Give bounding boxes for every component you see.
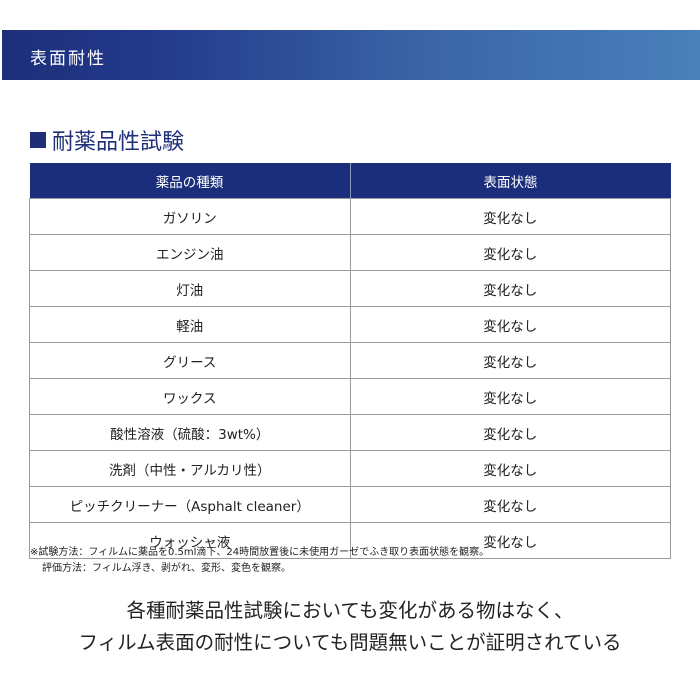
table-row: ピッチクリーナー（Asphalt cleaner） 変化なし [29,486,671,523]
table-row: グリース 変化なし [29,342,671,379]
surface-state-cell: 変化なし [349,306,671,343]
square-bullet-icon [30,132,46,148]
table-row: ウォッシャ液 変化なし [29,522,671,559]
conclusion-line-2: フィルム表面の耐性についても問題無いことが証明されている [78,631,622,654]
header-chemical: 薬品の種類 [29,163,351,199]
table-row: ガソリン 変化なし [29,198,671,235]
surface-state-cell: 変化なし [349,198,671,235]
surface-state-cell: 変化なし [349,414,671,451]
table-row: 洗剤（中性・アルカリ性） 変化なし [29,450,671,487]
table-row: エンジン油 変化なし [29,234,671,271]
section-title: 耐薬品性試験 [30,124,184,156]
chemical-cell: 酸性溶液（硫酸：3wt%） [29,414,351,451]
table-row: 灯油 変化なし [29,270,671,307]
surface-state-cell: 変化なし [349,270,671,307]
table-row: ワックス 変化なし [29,378,671,415]
chemical-resistance-table: 薬品の種類 表面状態 ガソリン 変化なし エンジン油 変化なし 灯油 変化なし 軽油 変化なし… [29,163,671,559]
surface-state-cell: 変化なし [349,522,671,559]
header-banner: 表面耐性 [2,30,700,80]
header-surface: 表面状態 [350,163,671,199]
chemical-cell: ワックス [29,378,351,415]
chemical-cell: 灯油 [29,270,351,307]
table-row: 酸性溶液（硫酸：3wt%） 変化なし [29,414,671,451]
table-row: 軽油 変化なし [29,306,671,343]
section-title-text: 耐薬品性試験 [52,130,185,155]
chemical-cell: ウォッシャ液 [29,522,351,559]
chemical-cell: 洗剤（中性・アルカリ性） [29,450,351,487]
conclusion-line-1: 各種耐薬品性試験においても変化がある物はなく、 [126,599,574,622]
surface-state-cell: 変化なし [349,234,671,271]
chemical-cell: ガソリン [29,198,351,235]
note-method: ※試験方法：フィルムに薬品を0.5ml滴下、24時間放置後に未使用ガーゼでふき取… [30,547,490,558]
surface-state-cell: 変化なし [349,342,671,379]
surface-state-cell: 変化なし [349,486,671,523]
chemical-cell: ピッチクリーナー（Asphalt cleaner） [29,486,351,523]
banner-title: 表面耐性 [30,49,106,69]
surface-state-cell: 変化なし [349,450,671,487]
chemical-cell: グリース [29,342,351,379]
note-evaluation: 評価方法：フィルム浮き、剥がれ、変形、変色を観察。 [42,563,291,574]
chemical-cell: エンジン油 [29,234,351,271]
surface-state-cell: 変化なし [349,378,671,415]
chemical-cell: 軽油 [29,306,351,343]
